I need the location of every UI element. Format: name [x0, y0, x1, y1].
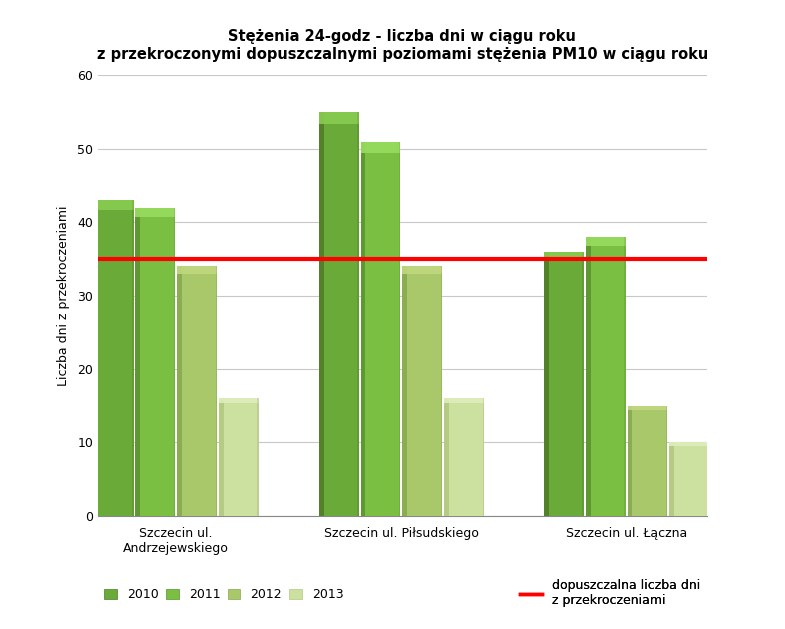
Bar: [219, 398, 259, 516]
Bar: [360, 142, 400, 153]
Bar: [624, 237, 626, 516]
Bar: [360, 142, 365, 516]
Bar: [544, 252, 584, 260]
Bar: [219, 398, 259, 403]
Bar: [173, 208, 175, 516]
Y-axis label: Liczba dni z przekroczeniami: Liczba dni z przekroczeniami: [57, 206, 71, 386]
Bar: [93, 200, 133, 210]
Bar: [444, 398, 484, 403]
Bar: [403, 266, 407, 516]
Bar: [670, 442, 674, 516]
Bar: [544, 252, 549, 516]
Bar: [132, 200, 133, 516]
Bar: [627, 406, 632, 516]
Bar: [586, 237, 626, 516]
Bar: [257, 398, 259, 516]
Bar: [219, 398, 224, 516]
Bar: [444, 398, 449, 516]
Bar: [319, 112, 359, 516]
Bar: [627, 406, 667, 410]
Bar: [357, 112, 359, 516]
Bar: [135, 208, 141, 516]
Bar: [708, 442, 709, 516]
Legend: dopuszczalna liczba dni
z przekroczeniami: dopuszczalna liczba dni z przekroczeniam…: [520, 579, 700, 607]
Bar: [177, 266, 217, 274]
Bar: [670, 442, 709, 446]
Bar: [93, 200, 98, 516]
Bar: [627, 406, 667, 516]
Bar: [93, 200, 133, 516]
Bar: [666, 406, 667, 516]
Bar: [399, 142, 400, 516]
Bar: [444, 398, 484, 516]
Bar: [216, 266, 217, 516]
Bar: [483, 398, 484, 516]
Title: Stężenia 24-godz - liczba dni w ciągu roku
z przekroczonymi dopuszczalnymi pozio: Stężenia 24-godz - liczba dni w ciągu ro…: [97, 30, 708, 62]
Bar: [403, 266, 442, 274]
Bar: [319, 112, 323, 516]
Bar: [135, 208, 175, 516]
Bar: [319, 112, 359, 124]
Bar: [441, 266, 442, 516]
Bar: [177, 266, 182, 516]
Bar: [544, 252, 584, 516]
Bar: [586, 237, 590, 516]
Bar: [135, 208, 175, 217]
Bar: [360, 142, 400, 516]
Bar: [582, 252, 584, 516]
Bar: [670, 442, 709, 516]
Bar: [177, 266, 217, 516]
Bar: [586, 237, 626, 246]
Bar: [403, 266, 442, 516]
